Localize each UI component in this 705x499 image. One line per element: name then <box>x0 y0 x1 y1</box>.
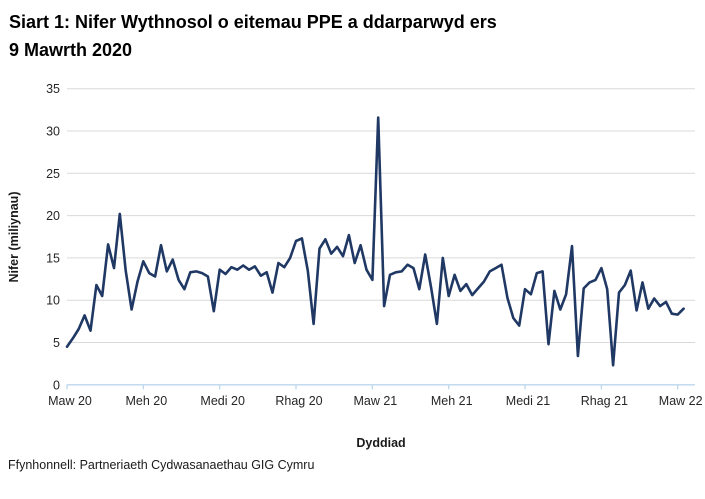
xtick-label-0: Maw 20 <box>48 394 92 408</box>
ytick-label-30: 30 <box>46 125 60 139</box>
xtick-label-4: Maw 21 <box>353 394 397 408</box>
ytick-label-15: 15 <box>46 251 60 265</box>
xtick-label-5: Meh 21 <box>431 394 473 408</box>
ytick-label-0: 0 <box>53 378 60 392</box>
y-axis-title: Nifer (miliynau) <box>7 192 21 283</box>
xtick-label-3: Rhag 20 <box>275 394 322 408</box>
xtick-label-6: Medi 21 <box>506 394 551 408</box>
ytick-label-35: 35 <box>46 82 60 96</box>
ytick-label-10: 10 <box>46 294 60 308</box>
source-note: Ffynhonnell: Partneriaeth Cydwasanaethau… <box>8 458 315 472</box>
chart-title: Siart 1: Nifer Wythnosol o eitemau PPE a… <box>9 8 669 64</box>
xtick-label-8: Maw 22 <box>659 394 703 408</box>
ytick-label-25: 25 <box>46 167 60 181</box>
ytick-label-5: 5 <box>53 336 60 350</box>
chart-title-line1: Siart 1: Nifer Wythnosol o eitemau PPE a… <box>9 12 497 32</box>
xtick-label-7: Rhag 21 <box>581 394 628 408</box>
ytick-label-20: 20 <box>46 209 60 223</box>
ppe-data-line <box>65 116 685 367</box>
chart-title-line2: 9 Mawrth 2020 <box>9 40 133 60</box>
x-axis-title: Dyddiad <box>356 436 405 450</box>
xtick-label-1: Meh 20 <box>125 394 167 408</box>
xtick-label-2: Medi 20 <box>200 394 245 408</box>
